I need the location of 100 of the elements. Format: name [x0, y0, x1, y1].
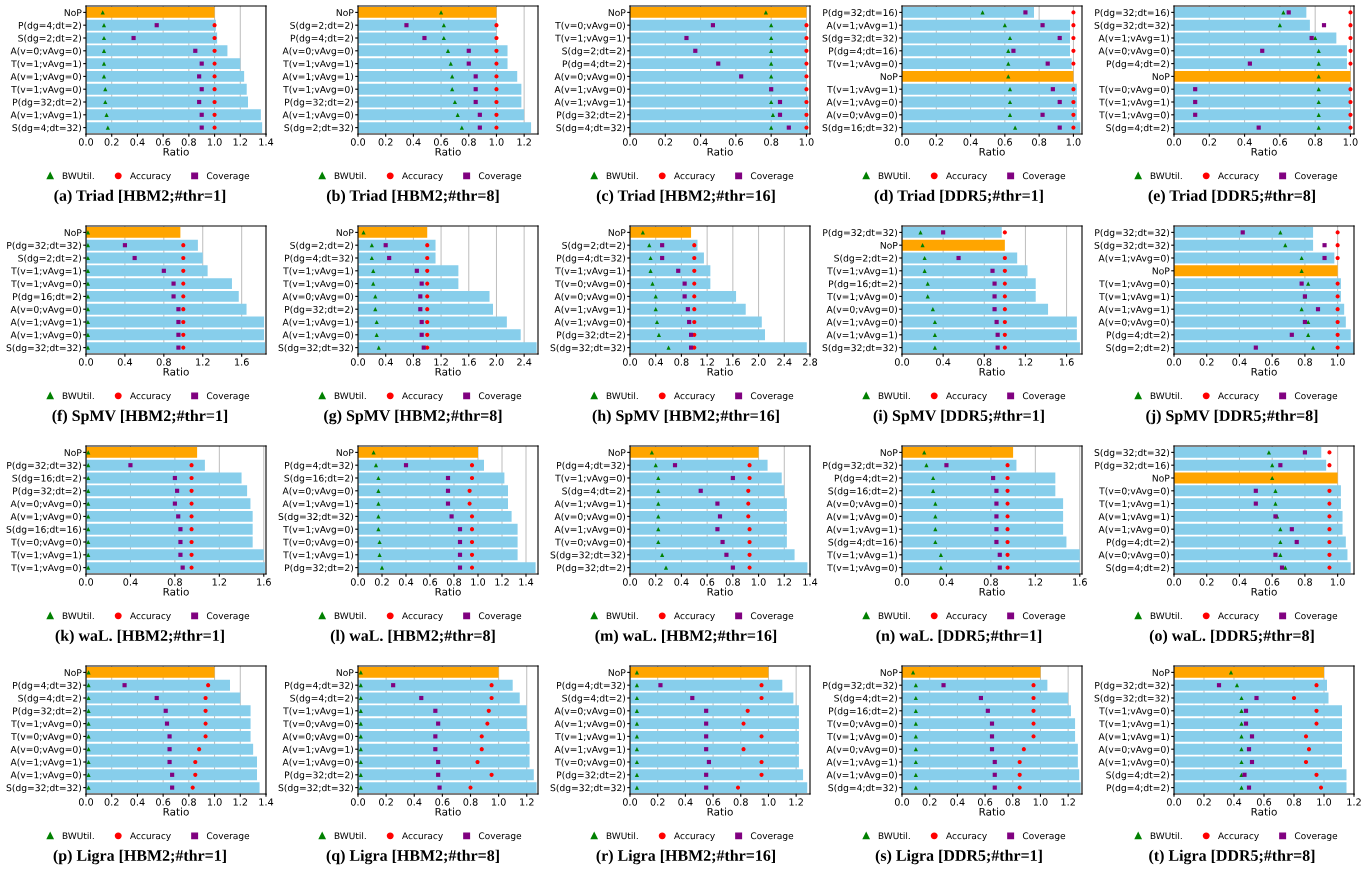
- y-tick-label: T(v=1;vAvg=1): [555, 34, 626, 44]
- legend-label: Accuracy: [946, 172, 987, 181]
- y-tick-label: T(v=1;vAvg=1): [1099, 292, 1170, 302]
- y-tick-label: NoP: [1152, 267, 1170, 275]
- x-tick-label: 1.2: [520, 798, 534, 806]
- y-tick-label: A(v=1;vAvg=1): [826, 331, 898, 341]
- x-tick-label: 0.0: [1166, 358, 1182, 366]
- y-tick-label: A(v=1;vAvg=1): [282, 72, 354, 82]
- legend-label: Coverage: [1022, 172, 1066, 181]
- legend-label: BWUtil.: [606, 172, 638, 180]
- y-tick-label: T(v=1;vAvg=1): [827, 85, 898, 95]
- x-tick-label: 1.0: [207, 798, 222, 806]
- legend-label: Accuracy: [130, 612, 171, 621]
- legend-label: Coverage: [1294, 392, 1338, 401]
- y-tick-label: P(dg=32;dt=2): [13, 707, 82, 717]
- y-tick-label: A(v=0;vAvg=0): [282, 292, 354, 302]
- y-tick-label: P(dg=32;dt=32): [7, 241, 82, 251]
- y-tick-label: T(v=0;vAvg=0): [555, 758, 626, 768]
- y-tick-label: P(dg=4;dt=32): [557, 254, 626, 264]
- y-tick-label: A(v=0;vAvg=0): [554, 707, 626, 717]
- x-axis-title: Ratio: [979, 807, 1005, 816]
- x-tick-label: 0.8: [461, 138, 476, 146]
- x-tick-label: 0.4: [406, 138, 421, 146]
- y-tick-label: A(v=1;vAvg=1): [1098, 512, 1170, 522]
- x-tick-label: 0.0: [622, 798, 638, 806]
- legend-label: Coverage: [750, 612, 794, 621]
- legend-label: Coverage: [1022, 392, 1066, 401]
- legend-label: Coverage: [1022, 832, 1066, 841]
- y-tick-label: A(v=1;vAvg=1): [1098, 34, 1170, 44]
- y-tick-label: S(dg=2;dt=2): [834, 254, 898, 264]
- legend-label: BWUtil.: [878, 392, 910, 400]
- x-tick-label: 0.4: [963, 138, 978, 146]
- y-tick-label: A(v=1;vAvg=1): [1098, 305, 1170, 315]
- y-tick-label: A(v=1;vAvg=1): [10, 111, 82, 121]
- x-tick-label: 0.6: [422, 578, 438, 586]
- y-tick-label: NoP: [880, 669, 898, 677]
- text: (s) Ligra [DDR5;#thr=1]: [875, 849, 1042, 865]
- y-tick-label: P(dg=4;dt=32): [285, 461, 354, 471]
- legend-label: Coverage: [206, 172, 250, 181]
- y-tick-label: A(v=1;vAvg=0): [1098, 525, 1170, 535]
- y-tick-label: S(dg=32;dt=32): [822, 34, 898, 44]
- y-tick-label: A(v=0;vAvg=0): [1098, 551, 1170, 561]
- y-tick-label: A(v=1;vAvg=1): [282, 500, 354, 509]
- x-tick-label: 0.4: [378, 358, 393, 366]
- x-tick-label: 1.0: [1317, 798, 1332, 806]
- legend-label: Accuracy: [130, 392, 171, 401]
- y-tick-label: A(v=0;vAvg=0): [826, 305, 898, 315]
- text: (l) waL. [HBM2;#thr=8]: [330, 629, 495, 645]
- x-tick-label: 1.2: [1018, 358, 1033, 366]
- y-tick-label: A(v=1;vAvg=0): [1098, 254, 1170, 264]
- y-tick-label: T(v=1;vAvg=0): [283, 85, 354, 95]
- x-tick-label: 0.4: [939, 578, 954, 586]
- x-tick-label: 0.0: [350, 578, 366, 586]
- y-tick-label: A(v=1;vAvg=1): [554, 305, 626, 315]
- x-axis-title: Ratio: [435, 367, 461, 376]
- y-tick-label: P(dg=32;dt=32): [823, 681, 898, 691]
- x-tick-label: 0.8: [674, 358, 689, 366]
- x-tick-label: 0.4: [398, 578, 414, 586]
- x-tick-label: 1.4: [519, 578, 534, 586]
- text: (t) Ligra [DDR5;#thr=8]: [1149, 849, 1315, 865]
- x-tick-label: 0.4: [1237, 138, 1252, 146]
- y-tick-label: A(v=1;vAvg=0): [826, 771, 898, 781]
- y-tick-label: T(v=1;vAvg=0): [827, 292, 898, 302]
- y-tick-label: T(v=0;vAvg=0): [827, 720, 898, 729]
- x-tick-label: 1.2: [700, 358, 714, 366]
- x-tick-label: 1.0: [489, 138, 504, 146]
- y-tick-label: A(v=0;vAvg=0): [826, 745, 898, 755]
- x-tick-label: 0.2: [1199, 358, 1214, 366]
- y-tick-label: T(v=1;vAvg=0): [11, 564, 82, 573]
- x-tick-label: 0.0: [78, 358, 94, 366]
- y-tick-label: T(v=1;vAvg=0): [827, 564, 898, 573]
- x-tick-label: 1.4: [259, 798, 274, 806]
- legend-label: Coverage: [1294, 172, 1338, 181]
- y-tick-label: A(v=1;vAvg=0): [554, 318, 626, 328]
- y-tick-label: A(v=0;vAvg=0): [554, 512, 626, 522]
- y-tick-label: P(dg=16;dt=2): [829, 707, 898, 717]
- y-tick-label: T(v=0;vAvg=0): [555, 280, 626, 289]
- y-tick-label: T(v=1;vAvg=1): [1099, 720, 1170, 729]
- legend-label: Accuracy: [946, 612, 987, 621]
- legend-label: Coverage: [750, 832, 794, 841]
- legend-label: BWUtil.: [334, 832, 366, 840]
- y-tick-label: A(v=1;vAvg=0): [554, 85, 626, 95]
- y-tick-label: NoP: [64, 229, 82, 237]
- y-tick-label: P(dg=32;dt=2): [557, 331, 626, 341]
- y-tick-label: P(dg=32;dt=2): [13, 487, 82, 497]
- y-tick-label: P(dg=16;dt=2): [829, 280, 898, 289]
- y-tick-label: S(dg=32;dt=32): [1094, 241, 1170, 251]
- legend-label: BWUtil.: [1150, 392, 1182, 400]
- x-tick-label: 0.4: [130, 798, 145, 806]
- x-tick-label: 2.0: [751, 358, 766, 366]
- x-tick-label: 0.6: [705, 798, 721, 806]
- y-tick-label: A(v=0;vAvg=0): [10, 500, 82, 509]
- legend-label: Accuracy: [1218, 392, 1259, 401]
- text: (r) Ligra [HBM2;#thr=16]: [596, 849, 775, 865]
- y-tick-label: S(dg=32;dt=32): [822, 344, 898, 353]
- x-tick-label: 1.4: [803, 578, 818, 586]
- y-tick-label: P(dg=32;dt=32): [7, 461, 82, 471]
- x-tick-label: 1.0: [207, 138, 222, 146]
- x-tick-label: 0.8: [1032, 138, 1047, 146]
- legend-label: BWUtil.: [606, 612, 638, 620]
